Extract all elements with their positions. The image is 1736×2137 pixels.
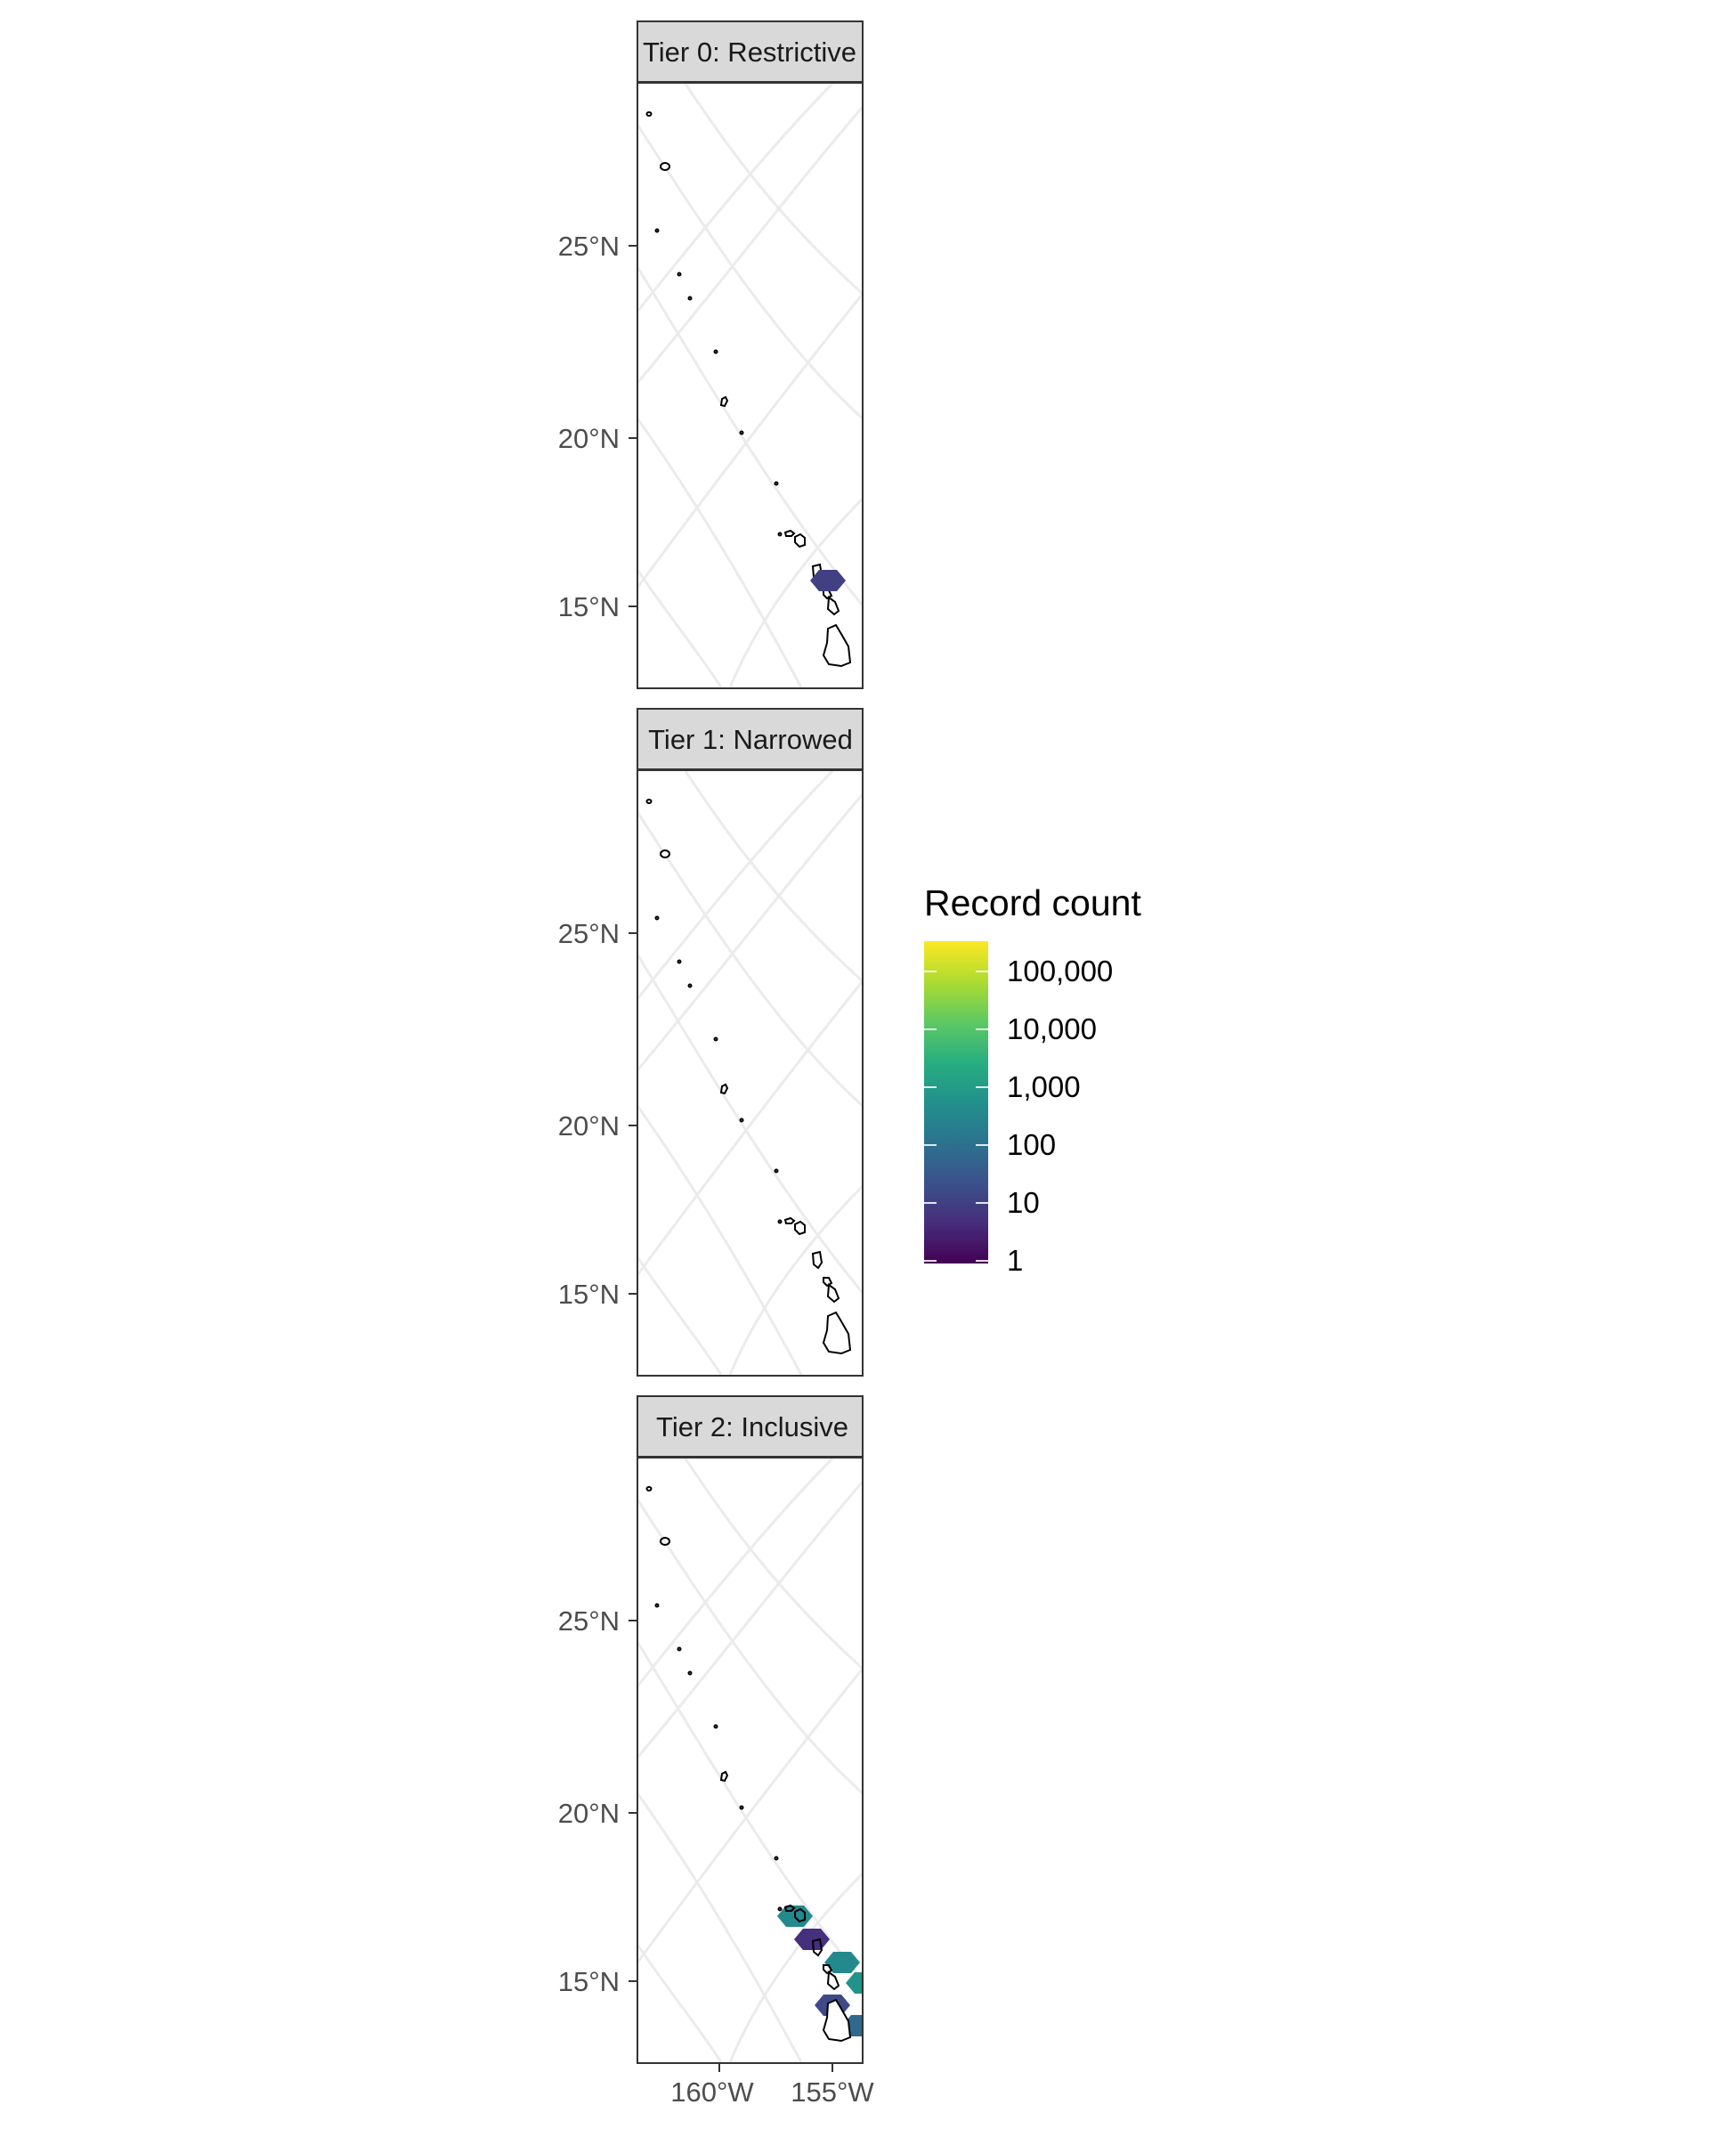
panel-border [637, 1457, 864, 2064]
legend-label: 10 [1007, 1186, 1040, 1219]
y-axis: 25°N 20°N 15°N [558, 1605, 637, 1997]
coastline-islands [645, 799, 852, 1355]
y-tick-label: 20°N [558, 1798, 620, 1829]
colorbar-labels: 100,000 10,000 1,000 100 10 1 [1007, 955, 1113, 1277]
legend-label: 100 [1007, 1128, 1056, 1161]
facet-panel-tier-2: Tier 2: Inclusive [558, 1395, 874, 2108]
legend-label: 1,000 [1007, 1070, 1081, 1103]
colorbar [924, 941, 988, 1264]
graticule [637, 84, 863, 687]
colorbar-ticks [924, 971, 988, 1262]
panel-border [637, 769, 864, 1377]
coastline-islands [645, 1486, 852, 2043]
hex-cell [810, 570, 846, 591]
strip-label: Tier 2: Inclusive [656, 1411, 848, 1442]
legend-label: 100,000 [1007, 955, 1113, 987]
facet-panel-tier-1: Tier 1: Narrowed [558, 708, 864, 1377]
y-tick-label: 25°N [558, 231, 620, 262]
coastline-islands [645, 111, 852, 668]
strip-background [637, 1395, 864, 1458]
y-tick-label: 15°N [558, 1279, 620, 1310]
y-tick-label: 15°N [558, 1966, 620, 1997]
panel-border [637, 82, 864, 689]
legend: Record count 100,000 10,000 1,000 100 10… [924, 882, 1141, 1277]
strip-label: Tier 1: Narrowed [648, 724, 853, 755]
y-axis: 25°N 20°N 15°N [558, 918, 637, 1310]
hex-cells [810, 570, 846, 591]
y-tick-label: 20°N [558, 1110, 620, 1142]
strip-background [637, 708, 864, 770]
x-tick-label: 155°W [791, 2076, 874, 2108]
graticule [637, 771, 863, 1375]
x-tick-label: 160°W [670, 2076, 754, 2108]
facet-panel-tier-0: Tier 0: Restrictive [558, 20, 864, 689]
graticule [637, 1459, 863, 2062]
hex-cell [846, 1972, 863, 1994]
y-tick-label: 25°N [558, 918, 620, 949]
legend-title: Record count [924, 882, 1141, 923]
strip-label: Tier 0: Restrictive [643, 37, 856, 68]
y-tick-label: 25°N [558, 1605, 620, 1637]
legend-label: 1 [1007, 1244, 1023, 1277]
y-axis: 25°N 20°N 15°N [558, 231, 637, 622]
y-tick-label: 20°N [558, 423, 620, 454]
hex-cell [824, 1952, 860, 1973]
strip-background [637, 20, 864, 83]
y-tick-label: 15°N [558, 591, 620, 622]
x-axis: 160°W 155°W [670, 2063, 874, 2108]
legend-label: 10,000 [1007, 1012, 1097, 1045]
